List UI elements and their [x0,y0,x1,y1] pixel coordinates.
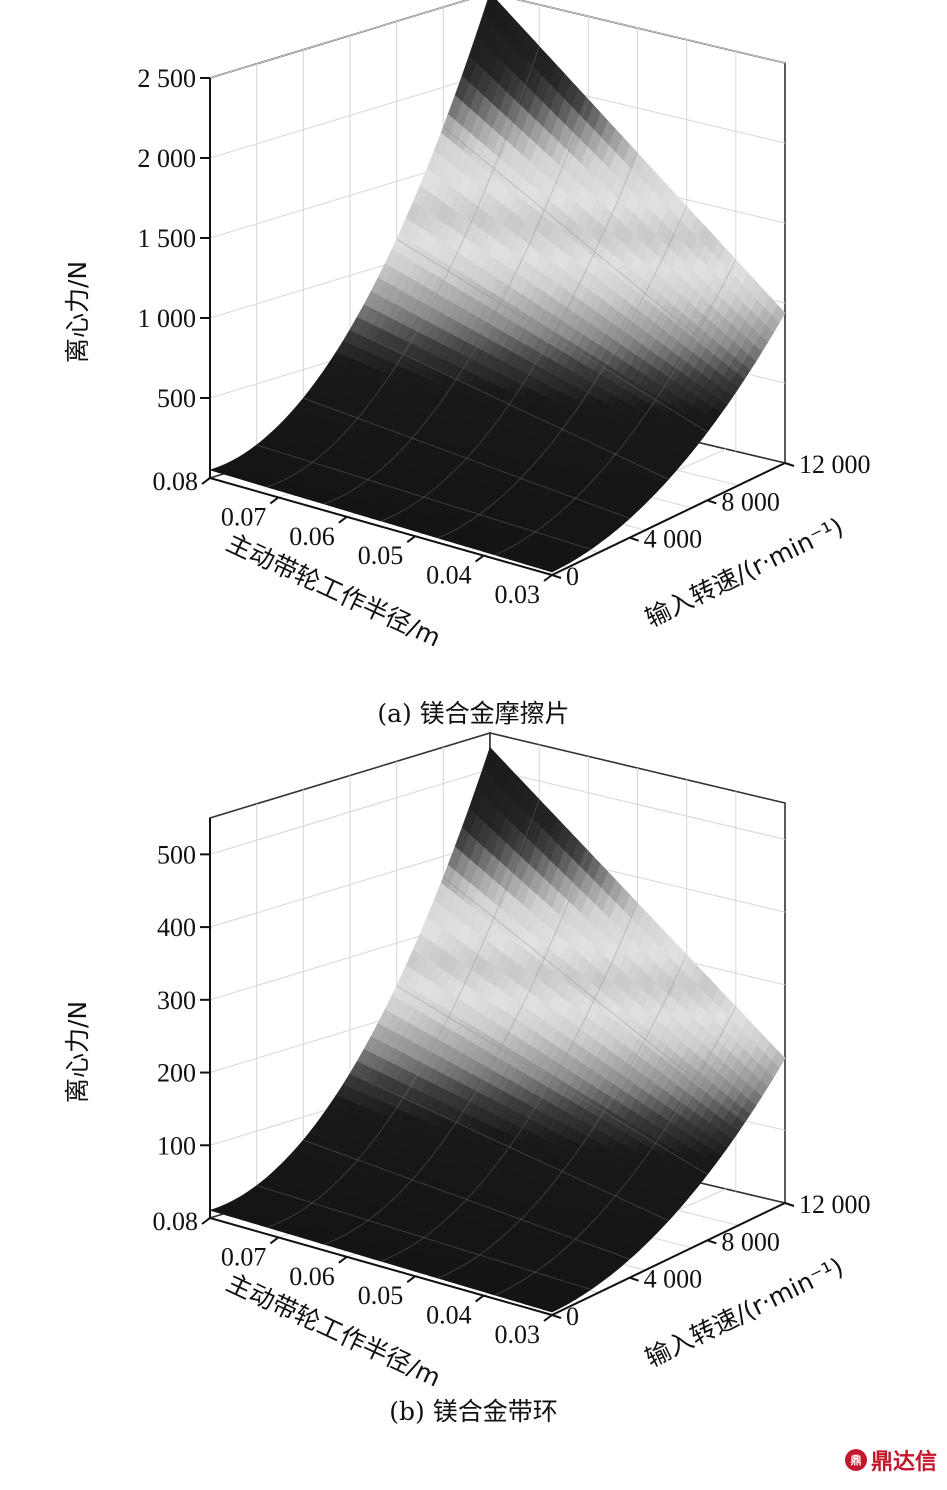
x-tick-mark [406,535,416,544]
plot-group: 500 1 000 1 500 2 000 2 500 0.08 0.07 0.06 0.05 0… [63,0,871,653]
surface-meshline [380,902,638,1262]
y-tick-label: 0 [566,562,579,591]
surface-meshline [303,397,630,519]
y-tick-label: 8 000 [721,487,780,516]
x-tick-label: 0.05 [358,1281,404,1310]
y-tick-mark [784,462,795,467]
surface-meshline [323,851,589,1245]
y-tick-mark [707,499,717,505]
z-tick-label: 500 [157,384,196,413]
z-tick-label: 500 [157,840,196,869]
y-tick-label: 12 000 [799,1190,871,1219]
x-tick-label: 0.03 [495,580,541,609]
surface-meshline [442,126,747,377]
y-tick-mark [551,1314,562,1319]
dingdaxin-logo-icon: 鼎 [844,1449,867,1471]
surface-meshline [303,1139,630,1260]
y-tick-mark [784,1202,795,1207]
surface-meshline [437,206,688,539]
z-tick-label: 100 [157,1131,196,1160]
x-tick-label: 0.08 [153,1207,199,1236]
y-tick-mark [629,1276,639,1282]
surface-meshline [349,329,669,480]
x-tick-mark [201,1217,211,1225]
logo-text: 鼎达信 [870,1450,937,1475]
x-tick-label: 0.08 [153,467,199,496]
z-tick-label: 300 [157,986,196,1015]
y-tick-label: 4 000 [644,525,703,554]
x-tick-mark [338,1255,348,1264]
z-axis-title: 离心力/N [63,1001,92,1103]
x-tick-mark [269,496,279,505]
surface-meshline [494,1006,737,1296]
surface-meshline [256,1185,591,1290]
x-tick-label: 0.03 [495,1320,541,1349]
surface-meshline [442,876,747,1121]
y-tick-mark [551,574,562,579]
x-axis-line [209,1217,553,1316]
x-tick-mark [406,1275,416,1284]
z-tick-label: 200 [157,1059,196,1088]
x-tick-label: 0.04 [426,561,472,590]
y-tick-label: 0 [566,1302,579,1331]
caption-b: (b) 镁合金带环 [389,1397,558,1426]
surface-meshline [494,259,737,556]
y-tick-label: 8 000 [721,1227,780,1256]
surface-meshline [256,444,591,550]
figure-b: 100 200 300 400 500 0.08 0.07 0.06 0.05 0.04 0.03 0… [0,731,947,1460]
surface [209,0,786,573]
x-tick-mark [338,515,348,524]
x-tick-mark [269,1236,279,1245]
surface-meshline [380,152,638,522]
z-tick-label: 400 [157,913,196,942]
x-tick-label: 0.06 [289,522,335,551]
x-tick-mark [543,1314,553,1322]
surface-meshline [396,985,708,1175]
y-tick-mark [629,536,639,542]
y-axis-line [551,1202,786,1316]
y-tick-mark [707,1239,717,1245]
surface-meshline [437,954,688,1279]
x-tick-mark [475,1294,485,1303]
surface-plot-a: 500 1 000 1 500 2 000 2 500 0.08 0.07 0.06 0.05 0… [63,0,871,653]
plot-group: 100 200 300 400 500 0.08 0.07 0.06 0.05 0.04 0.03 0… [63,731,871,1393]
surface-cell [542,566,559,573]
y-axis-line [551,462,786,576]
x-tick-label: 0.06 [289,1262,335,1291]
x-tick-mark [201,477,211,485]
surface [209,746,786,1313]
dingdaxin-logo: 鼎 鼎达信 [844,1444,937,1476]
x-tick-mark [475,554,485,563]
x-tick-label: 0.04 [426,1301,472,1330]
x-tick-label: 0.07 [221,1242,267,1271]
surface-meshline [349,1072,669,1222]
x-tick-label: 0.05 [358,541,404,570]
figure-a: 500 1 000 1 500 2 000 2 500 0.08 0.07 0.06 0.05 0… [63,0,871,728]
surface-meshline [266,46,540,488]
x-tick-label: 0.07 [221,502,267,531]
surface-plot-b: 100 200 300 400 500 0.08 0.07 0.06 0.05 0.04 0.03 0… [63,731,871,1393]
caption-a: (a) 镁合金摩擦片 [377,699,570,728]
x-tick-mark [543,574,553,582]
z-tick-label: 2 000 [138,144,197,173]
surface-meshline [396,238,708,433]
z-tick-label: 1 500 [138,224,197,253]
z-tick-label: 1 000 [138,304,197,333]
z-axis-title: 离心力/N [63,261,92,363]
y-tick-label: 4 000 [644,1265,703,1294]
z-tick-label: 2 500 [138,64,197,93]
x-axis-line [209,477,553,576]
surface-meshline [266,799,540,1228]
surface-meshline [323,99,589,505]
y-tick-label: 12 000 [799,450,871,479]
surface-cell [542,1306,559,1313]
